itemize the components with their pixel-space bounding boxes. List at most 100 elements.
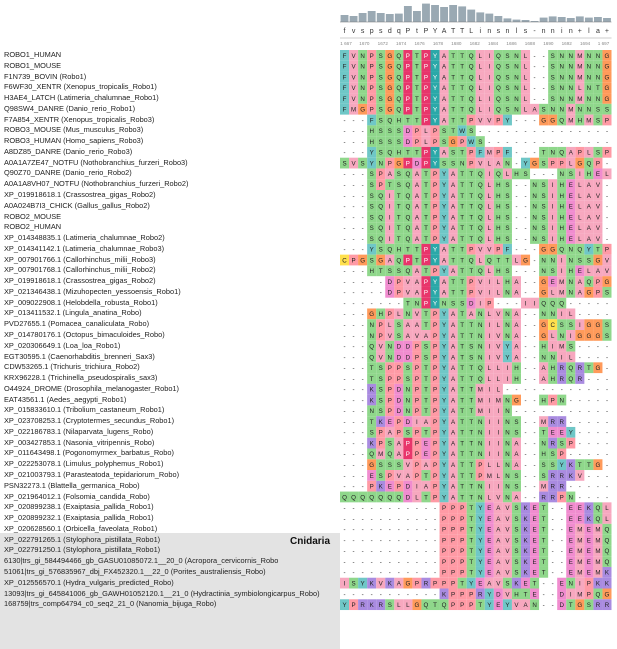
residue-cell — [575, 545, 585, 557]
residue-cell — [593, 502, 603, 514]
residue-letter: - — [434, 537, 436, 544]
residue-letter: P — [424, 85, 428, 92]
residue-letter: - — [343, 117, 345, 124]
residue-letter: N — [406, 397, 410, 404]
residue-cell — [394, 125, 404, 137]
residue-cell — [412, 265, 422, 277]
residue-cell — [584, 243, 594, 255]
residue-cell — [403, 50, 413, 61]
residue-cell — [511, 480, 521, 492]
residue-letter: - — [362, 462, 364, 469]
residue-letter: - — [343, 139, 345, 146]
residue-letter: L — [488, 268, 492, 275]
residue-cell — [385, 179, 395, 191]
residue-letter: - — [534, 322, 536, 329]
residue-letter: I — [507, 365, 509, 372]
residue-letter: - — [380, 300, 382, 307]
residue-letter: L — [488, 236, 492, 243]
residue-cell — [376, 470, 386, 481]
residue-cell — [484, 286, 494, 298]
residue-letter: T — [460, 225, 464, 232]
residue-letter: N — [360, 96, 364, 103]
residue-letter: T — [460, 268, 464, 275]
residue-cell — [493, 190, 503, 201]
sequence-name: ROBO2_MOUSE — [4, 211, 62, 221]
residue-letter: T — [424, 214, 428, 221]
residue-cell — [457, 286, 467, 298]
residue-letter: - — [534, 64, 536, 71]
residue-letter: N — [514, 107, 518, 114]
residue-letter: P — [433, 484, 437, 491]
residue-cell — [539, 211, 549, 223]
residue-letter: S — [379, 473, 383, 480]
residue-cell — [421, 383, 431, 395]
residue-letter: S — [379, 387, 383, 394]
residue-cell — [394, 373, 404, 384]
residue-letter: P — [496, 150, 500, 157]
residue-cell — [412, 50, 422, 61]
residue-cell — [493, 265, 503, 277]
residue-cell — [575, 146, 585, 158]
residue-letter: - — [343, 354, 345, 361]
residue-letter: S — [361, 160, 365, 167]
residue-cell — [593, 222, 603, 234]
residue-letter: R — [378, 602, 383, 609]
residue-letter: T — [460, 484, 464, 491]
residue-letter: P — [460, 548, 464, 555]
residue-cell — [557, 330, 567, 341]
residue-letter: Q — [478, 204, 483, 211]
residue-letter: T — [424, 322, 428, 329]
residue-cell — [539, 157, 549, 169]
residue-letter: - — [362, 344, 364, 351]
residue-letter: K — [523, 505, 528, 512]
residue-cell — [593, 103, 603, 115]
residue-cell — [376, 179, 386, 191]
residue-cell — [430, 93, 440, 104]
residue-cell — [575, 373, 585, 384]
residue-cell — [475, 480, 485, 492]
residue-letter: N — [559, 333, 563, 340]
residue-letter: S — [542, 160, 546, 167]
residue-cell — [457, 534, 467, 546]
residue-letter: - — [362, 365, 364, 372]
residue-cell — [521, 297, 531, 309]
residue-letter: P — [496, 247, 500, 254]
residue-letter: P — [424, 257, 428, 264]
residue-letter: S — [397, 139, 401, 146]
consensus-residue: P — [406, 28, 411, 35]
residue-cell — [430, 60, 440, 72]
residue-letter: E — [533, 570, 537, 577]
residue-cell — [376, 114, 386, 126]
residue-letter: - — [353, 300, 355, 307]
residue-cell — [358, 577, 368, 589]
residue-letter: V — [406, 290, 411, 297]
residue-cell — [484, 566, 494, 578]
residue-cell — [376, 308, 386, 320]
residue-cell — [602, 566, 612, 578]
residue-cell — [475, 103, 485, 115]
residue-letter: Y — [370, 160, 374, 167]
residue-cell — [439, 157, 449, 169]
residue-letter: N — [569, 257, 573, 264]
residue-cell — [394, 599, 404, 611]
conservation-bar — [422, 3, 430, 22]
residue-letter: - — [606, 376, 608, 383]
residue-letter: A — [415, 236, 420, 243]
residue-cell — [421, 308, 431, 320]
residue-letter: K — [587, 516, 592, 523]
residue-letter: S — [514, 548, 518, 555]
residue-letter: T — [542, 505, 546, 512]
residue-cell — [439, 50, 449, 61]
residue-letter: - — [434, 527, 436, 534]
conservation-bar — [367, 11, 376, 22]
residue-letter: P — [433, 214, 437, 221]
residue-letter: - — [524, 279, 526, 286]
residue-letter: - — [362, 225, 364, 232]
residue-letter: Q — [469, 74, 474, 81]
residue-cell — [493, 491, 503, 503]
residue-letter: H — [369, 128, 373, 135]
residue-letter: S — [469, 354, 473, 361]
residue-cell — [493, 179, 503, 191]
residue-cell — [430, 577, 440, 589]
residue-cell — [439, 470, 449, 481]
